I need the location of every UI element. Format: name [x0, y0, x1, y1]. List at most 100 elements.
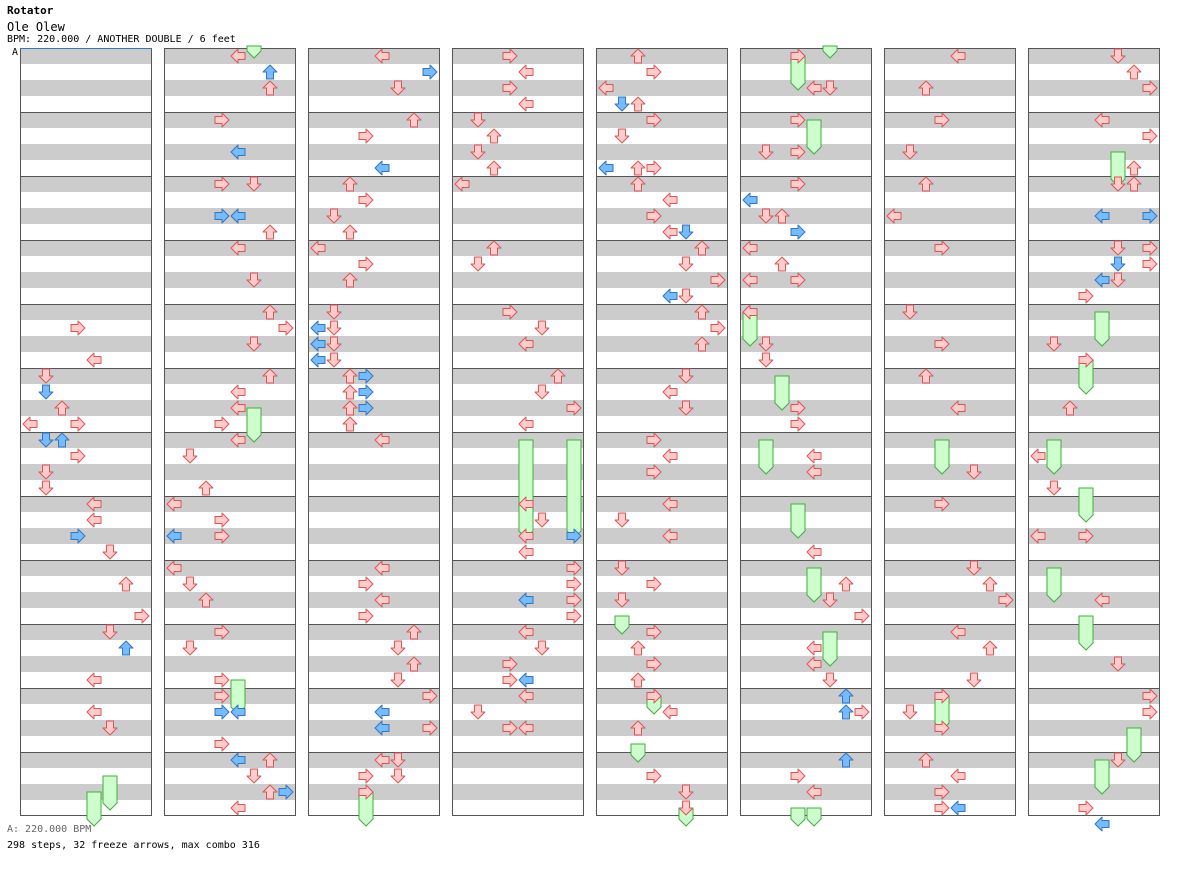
left-arrow — [86, 672, 102, 688]
beat-stripe — [596, 48, 728, 64]
left-arrow — [374, 432, 390, 448]
up-arrow — [838, 688, 854, 704]
down-arrow — [246, 176, 262, 192]
right-arrow — [214, 528, 230, 544]
right-arrow — [422, 688, 438, 704]
up-arrow — [342, 400, 358, 416]
left-arrow — [742, 272, 758, 288]
beat-stripe — [308, 272, 440, 288]
beat-stripe — [1028, 176, 1160, 192]
left-arrow — [806, 544, 822, 560]
beat-stripe — [1028, 688, 1160, 704]
right-arrow — [790, 112, 806, 128]
down-arrow — [182, 448, 198, 464]
right-arrow — [422, 64, 438, 80]
right-arrow — [358, 256, 374, 272]
down-arrow — [534, 320, 550, 336]
beat-stripe — [20, 624, 152, 640]
beat-stripe — [20, 656, 152, 672]
left-arrow — [806, 656, 822, 672]
beat-stripe — [20, 272, 152, 288]
beat-stripe — [596, 368, 728, 384]
beat-stripe — [308, 176, 440, 192]
left-arrow — [374, 160, 390, 176]
column-border — [1028, 48, 1160, 816]
beat-stripe — [452, 80, 584, 96]
beat-stripe — [20, 432, 152, 448]
beat-stripe — [452, 368, 584, 384]
beat-stripe — [452, 496, 584, 512]
beat-stripe — [596, 432, 728, 448]
beat-stripe — [740, 272, 872, 288]
right-arrow — [70, 448, 86, 464]
left-arrow — [950, 768, 966, 784]
beat-stripe — [740, 752, 872, 768]
right-arrow — [790, 416, 806, 432]
beat-stripe — [740, 464, 872, 480]
left-arrow — [374, 560, 390, 576]
beat-stripe — [452, 688, 584, 704]
step-stats: 298 steps, 32 freeze arrows, max combo 3… — [7, 840, 260, 851]
right-arrow — [790, 176, 806, 192]
freeze-arrow — [614, 615, 630, 635]
beat-stripe — [20, 400, 152, 416]
beat-stripe — [596, 144, 728, 160]
right-arrow — [358, 784, 374, 800]
up-arrow — [118, 576, 134, 592]
beat-stripe — [308, 432, 440, 448]
column-border — [452, 48, 584, 816]
down-arrow — [326, 336, 342, 352]
beat-stripe — [596, 752, 728, 768]
left-arrow — [230, 48, 246, 64]
beat-stripe — [596, 208, 728, 224]
beat-stripe — [452, 208, 584, 224]
beat-stripe — [164, 144, 296, 160]
right-arrow — [1142, 80, 1158, 96]
right-arrow — [134, 608, 150, 624]
up-arrow — [342, 416, 358, 432]
up-arrow — [1126, 64, 1142, 80]
freeze-arrow — [806, 119, 822, 155]
beat-stripe — [884, 624, 1016, 640]
beat-stripe — [740, 368, 872, 384]
beat-stripe — [308, 560, 440, 576]
right-arrow — [502, 80, 518, 96]
left-arrow — [1030, 448, 1046, 464]
left-arrow — [518, 720, 534, 736]
beat-stripe — [164, 464, 296, 480]
beat-stripe — [452, 528, 584, 544]
right-arrow — [566, 592, 582, 608]
freeze-arrow — [518, 439, 534, 539]
up-arrow — [1126, 176, 1142, 192]
beat-stripe — [1028, 496, 1160, 512]
beat-stripe — [20, 752, 152, 768]
left-arrow — [742, 192, 758, 208]
beat-stripe — [308, 48, 440, 64]
down-arrow — [1110, 48, 1126, 64]
down-arrow — [246, 336, 262, 352]
right-arrow — [1142, 128, 1158, 144]
left-arrow — [662, 288, 678, 304]
left-arrow — [598, 80, 614, 96]
freeze-arrow — [630, 743, 646, 763]
freeze-arrow — [246, 407, 262, 443]
down-arrow — [678, 368, 694, 384]
up-arrow — [262, 64, 278, 80]
down-arrow — [390, 640, 406, 656]
up-arrow — [262, 752, 278, 768]
down-arrow — [902, 304, 918, 320]
beat-stripe — [740, 48, 872, 64]
beat-stripe — [596, 592, 728, 608]
beat-stripe — [20, 784, 152, 800]
right-arrow — [854, 608, 870, 624]
left-arrow — [806, 448, 822, 464]
beat-stripe — [596, 496, 728, 512]
right-arrow — [358, 128, 374, 144]
freeze-arrow — [758, 439, 774, 475]
column-border — [740, 48, 872, 816]
beat-stripe — [596, 240, 728, 256]
beat-stripe — [1028, 624, 1160, 640]
beat-stripe — [452, 304, 584, 320]
up-arrow — [262, 784, 278, 800]
beat-stripe — [164, 400, 296, 416]
